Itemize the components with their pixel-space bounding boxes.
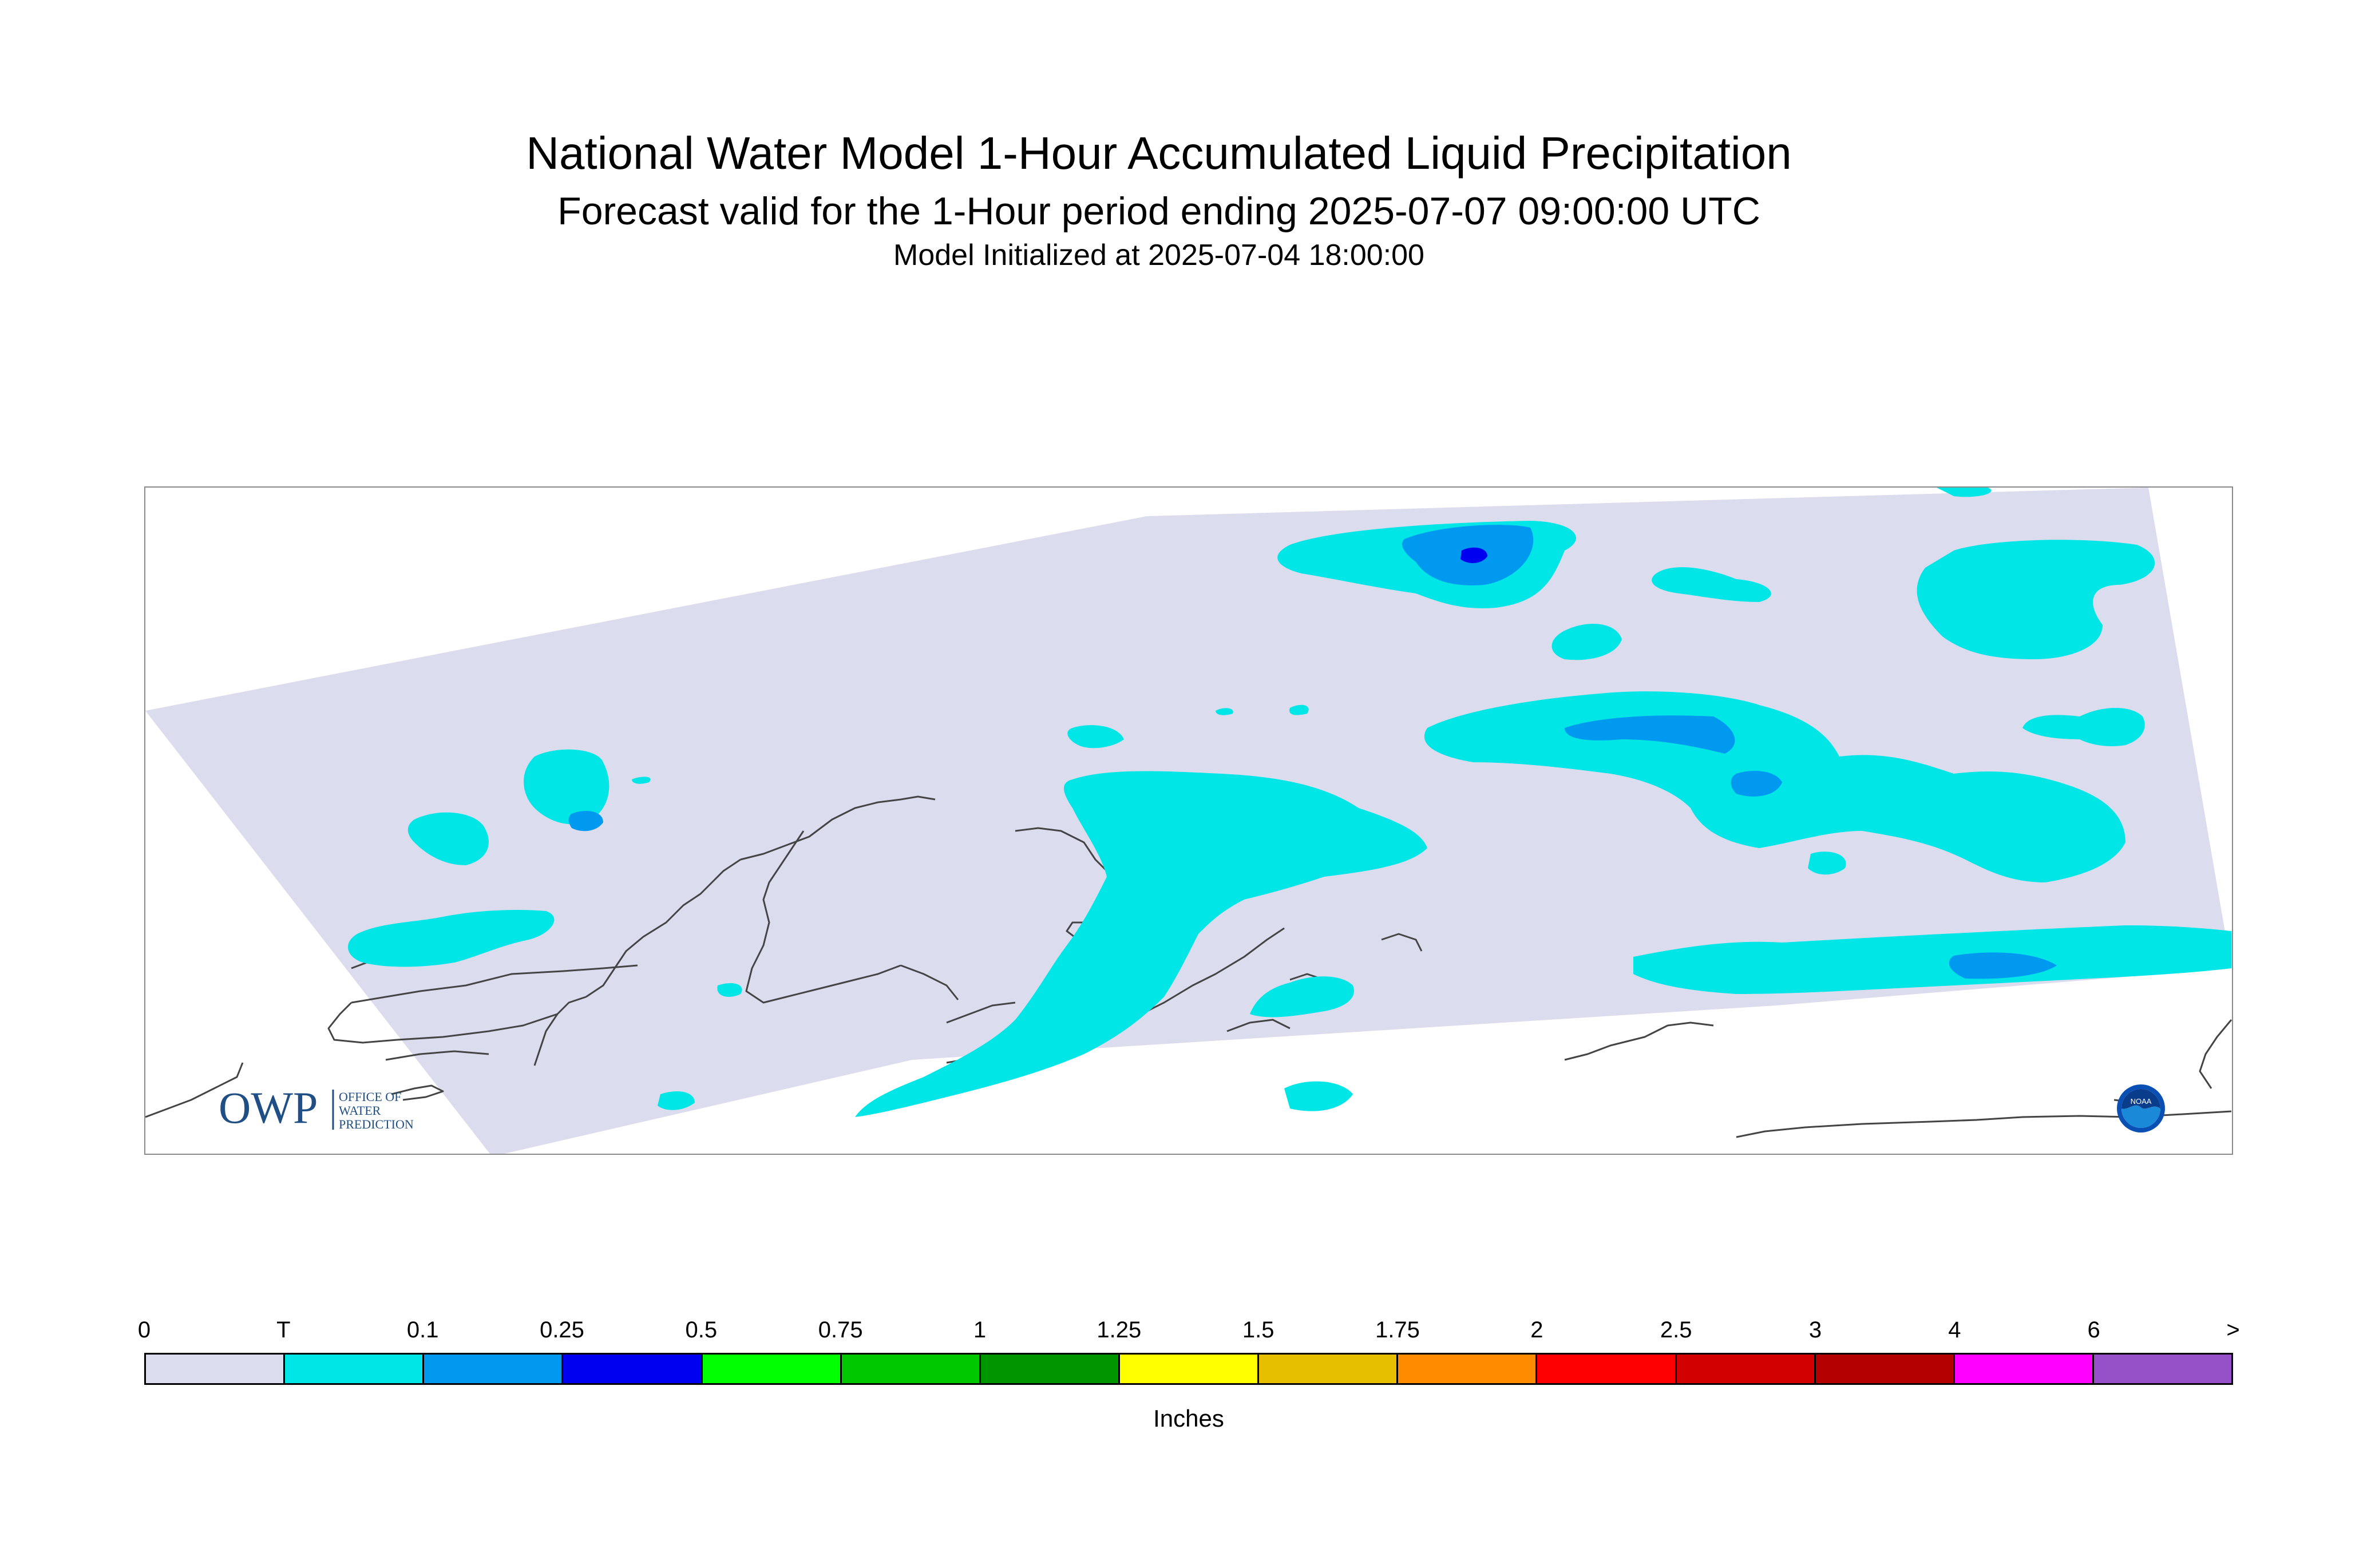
legend-tick-label: 0.25 xyxy=(540,1317,584,1343)
legend-swatch xyxy=(702,1355,842,1383)
legend-tick-label: 0 xyxy=(137,1317,151,1343)
legend-swatch xyxy=(1815,1355,1955,1383)
legend-tick-label: 0.5 xyxy=(685,1317,718,1343)
legend-swatch xyxy=(1259,1355,1399,1383)
legend-tick-label: 4 xyxy=(1948,1317,1961,1343)
legend-swatch xyxy=(563,1355,703,1383)
map-title: National Water Model 1-Hour Accumulated … xyxy=(526,128,1792,179)
precipitation-legend: 0 T 0.1 0.25 0.5 0.75 1 1.25 1.5 1.75 2 2.5 3 4 6 > Inc… xyxy=(138,1310,2240,1442)
legend-swatch xyxy=(980,1355,1120,1383)
legend-tick-label: 1 xyxy=(973,1317,987,1343)
legend-swatch xyxy=(146,1355,286,1383)
noaa-logo: NOAA xyxy=(2117,1084,2165,1133)
legend-swatch xyxy=(1954,1355,2094,1383)
legend-swatch xyxy=(1537,1355,1677,1383)
legend-tick-label: 6 xyxy=(2087,1317,2100,1343)
model-init-label: Model Initialized at 2025-07-04 18:00:00 xyxy=(893,239,1424,272)
legend-tick-label: 1.5 xyxy=(1242,1317,1274,1343)
legend-tick-label: > xyxy=(2226,1317,2240,1343)
legend-swatch xyxy=(285,1355,425,1383)
legend-swatch xyxy=(2093,1355,2232,1383)
precip-moderate-areas xyxy=(1460,547,1487,563)
owp-logo: OWP OFFICE OF WATER PREDICTION xyxy=(219,1083,414,1133)
owp-mark: OWP xyxy=(219,1083,318,1133)
legend-tick-label: 1.25 xyxy=(1097,1317,1142,1343)
legend-tick-label: 0.1 xyxy=(406,1317,439,1343)
map-panel: OWP OFFICE OF WATER PREDICTION NOAA xyxy=(144,486,2233,1155)
legend-tick-label: 3 xyxy=(1808,1317,1822,1343)
legend-swatch xyxy=(1119,1355,1260,1383)
owp-text-line-3: PREDICTION xyxy=(339,1117,414,1131)
legend-tick-label: 2 xyxy=(1530,1317,1543,1343)
owp-text-line-1: OFFICE OF xyxy=(339,1090,401,1104)
legend-tick-label: T xyxy=(276,1317,291,1343)
title-block: National Water Model 1-Hour Accumulated … xyxy=(0,0,2375,298)
forecast-valid-subtitle: Forecast valid for the 1-Hour period end… xyxy=(557,189,1760,233)
legend-unit-label: Inches xyxy=(1153,1405,1224,1432)
legend-tick-label: 1.75 xyxy=(1375,1317,1420,1343)
legend-swatch xyxy=(841,1355,981,1383)
legend-swatch xyxy=(1398,1355,1538,1383)
legend-tick-label: 0.75 xyxy=(818,1317,863,1343)
precipitation-map: OWP OFFICE OF WATER PREDICTION NOAA xyxy=(145,488,2232,1154)
noaa-mark: NOAA xyxy=(2131,1097,2152,1106)
legend-tick-label: 2.5 xyxy=(1660,1317,1692,1343)
legend-swatch xyxy=(1676,1355,1816,1383)
legend-colorbar xyxy=(144,1353,2233,1385)
legend-swatch xyxy=(424,1355,564,1383)
owp-text-line-2: WATER xyxy=(339,1103,381,1118)
